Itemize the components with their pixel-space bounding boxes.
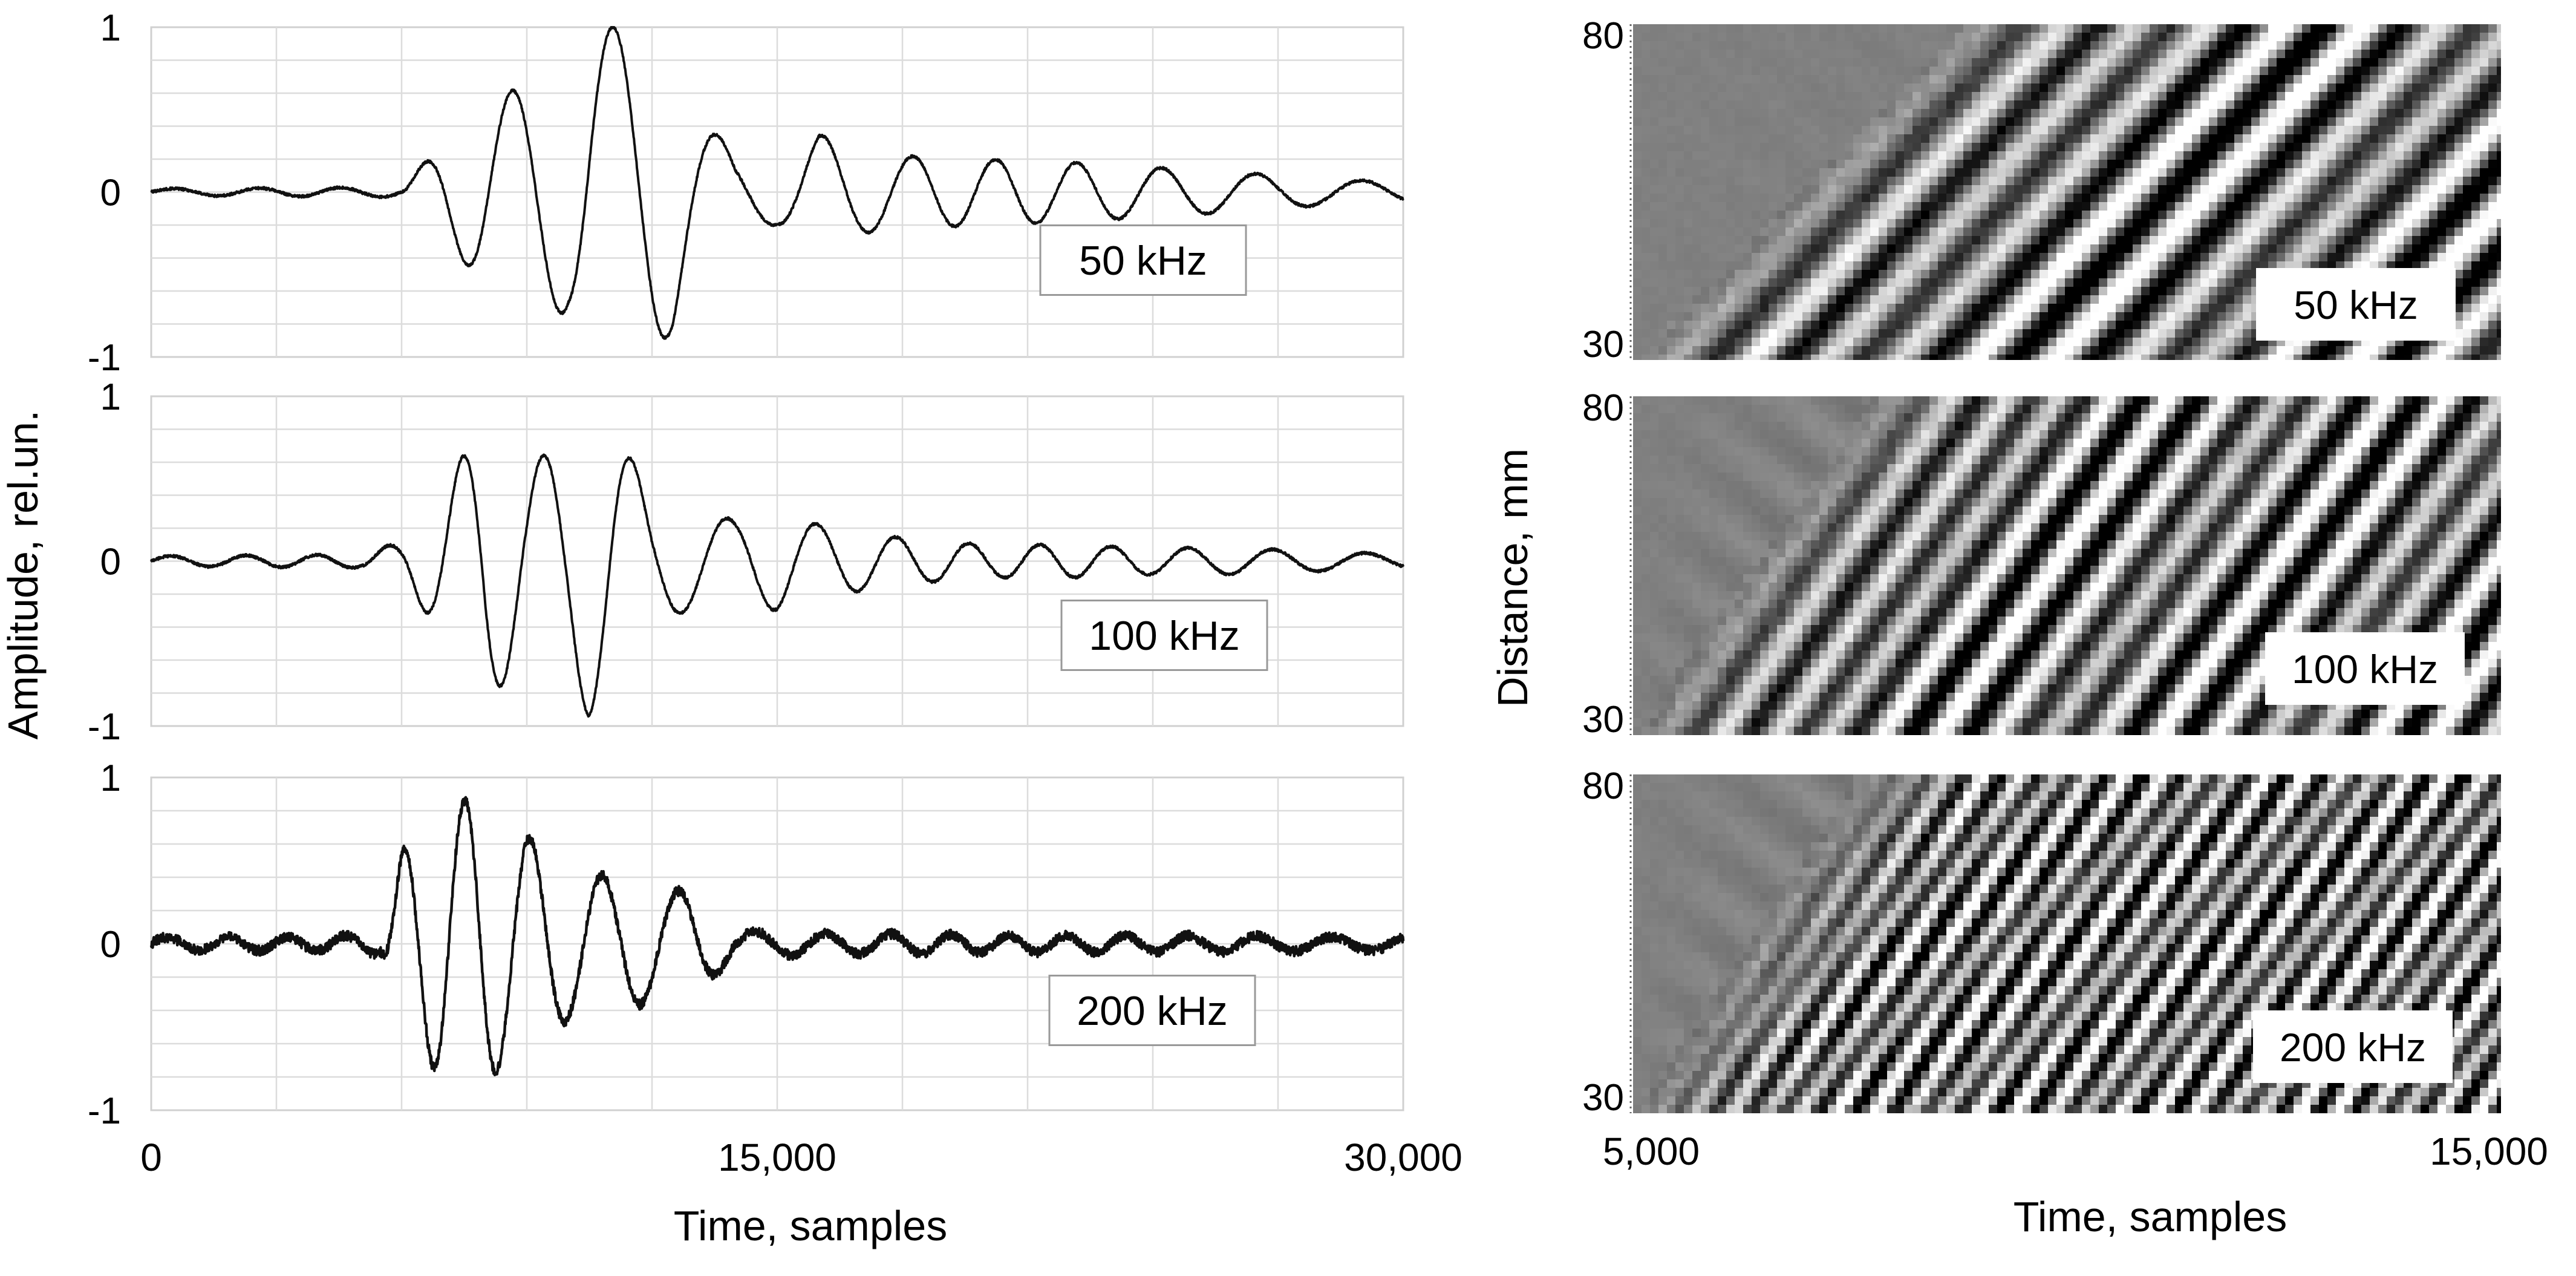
waveform-trace <box>150 453 1404 718</box>
y-tick-label: 30 <box>1582 1077 1624 1119</box>
frequency-label: 50 kHz <box>2256 268 2456 341</box>
y-tick-label: 0 <box>100 924 121 966</box>
xlabel-time-left: Time, samples <box>674 1202 948 1249</box>
ylabel-amplitude: Amplitude, rel.un. <box>0 410 47 740</box>
frequency-label: 200 kHz <box>1048 975 1256 1046</box>
waveform-trace <box>149 796 1405 1076</box>
frequency-label: 50 kHz <box>1039 224 1247 296</box>
svg-text:50 kHz: 50 kHz <box>1079 238 1207 284</box>
y-tick-label: 1 <box>100 7 121 49</box>
frequency-label: 100 kHz <box>2265 632 2465 705</box>
x-tick-label: 30,000 <box>1344 1136 1462 1179</box>
y-tick-label: 80 <box>1582 387 1624 429</box>
y-tick-label: 0 <box>100 541 121 583</box>
heatmap-panel: 30 80 50 kHz 30 80 100 kHz 30 80 200 kHz 5,000 15,… <box>1489 15 2548 1240</box>
heatmap <box>1633 396 2501 735</box>
x-tick-label: 15,000 <box>718 1136 836 1179</box>
y-tick-label: 1 <box>100 757 121 799</box>
x-tick-label: 5,000 <box>1603 1130 1700 1173</box>
y-tick-label: 30 <box>1582 699 1624 741</box>
y-tick-label: 80 <box>1582 15 1624 57</box>
svg-text:200 kHz: 200 kHz <box>1077 988 1227 1034</box>
y-tick-label: -1 <box>88 337 121 379</box>
frequency-label: 200 kHz <box>2253 1010 2453 1083</box>
x-tick-label: 15,000 <box>2430 1130 2548 1173</box>
y-tick-label: 0 <box>100 172 121 214</box>
x-tick-label: 0 <box>140 1136 162 1179</box>
xlabel-time-right: Time, samples <box>2014 1193 2287 1240</box>
svg-text:100 kHz: 100 kHz <box>1089 613 1239 659</box>
y-tick-label: -1 <box>88 1090 121 1132</box>
frequency-label: 100 kHz <box>1060 600 1268 671</box>
y-tick-label: 80 <box>1582 765 1624 807</box>
y-tick-label: 30 <box>1582 324 1624 365</box>
ylabel-distance: Distance, mm <box>1489 448 1536 707</box>
waveform-trace <box>150 26 1404 340</box>
y-tick-label: -1 <box>88 706 121 748</box>
waveform-panel: -1 0 1 50 kHz -1 0 1 100 kHz -1 0 1 200 kHz 0 15,000 3… <box>0 7 1462 1249</box>
y-tick-label: 1 <box>100 376 121 418</box>
